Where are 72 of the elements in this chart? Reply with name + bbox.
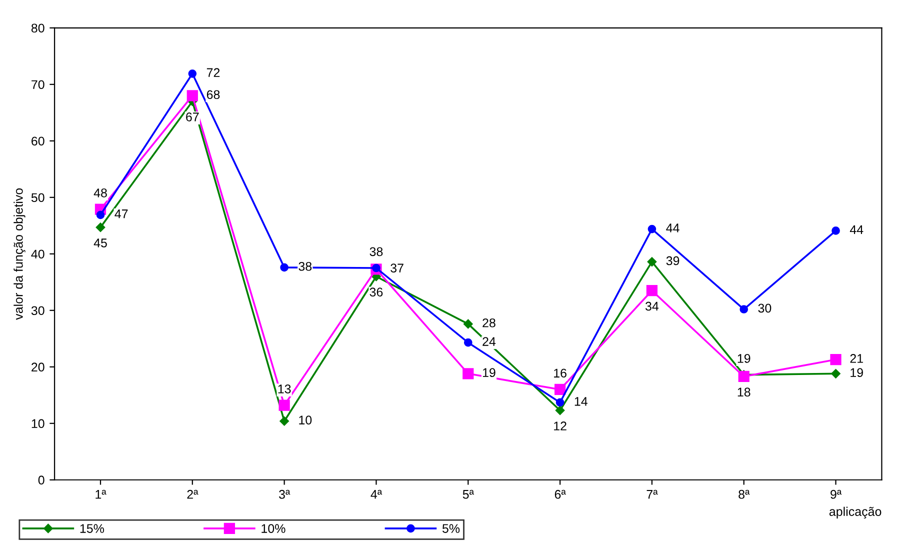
- y-tick-label: 30: [31, 306, 44, 316]
- point: [647, 257, 657, 266]
- point: [188, 69, 197, 78]
- point: [738, 370, 750, 382]
- data-label: 68: [206, 90, 220, 100]
- data-label: 37: [390, 264, 404, 272]
- legend-label: 15%: [80, 524, 104, 533]
- point: [831, 369, 840, 378]
- legend-label: 10%: [262, 524, 286, 533]
- y-tick-label: 50: [31, 193, 44, 202]
- x-tick-label: 3ª: [279, 490, 290, 499]
- point: [648, 224, 656, 234]
- point: [278, 400, 290, 411]
- point: [740, 305, 748, 314]
- y-tick-label: 40: [31, 250, 44, 259]
- data-label: 19: [850, 368, 863, 378]
- data-label: 19: [738, 354, 750, 363]
- data-label: 18: [738, 388, 750, 397]
- point: [464, 319, 473, 329]
- data-label: 36: [370, 288, 383, 297]
- data-label: 12: [554, 422, 566, 430]
- y-tick-label: 0: [38, 476, 44, 485]
- point: [554, 384, 566, 396]
- x-tick-label: 8ª: [738, 490, 750, 499]
- data-label: 38: [370, 247, 383, 256]
- point: [464, 338, 472, 347]
- point: [96, 222, 106, 232]
- data-label: 19: [482, 368, 496, 378]
- x-tick-label: 7ª: [646, 490, 658, 499]
- data-label: 45: [94, 238, 107, 248]
- data-label: 39: [666, 256, 680, 266]
- y-axis-title: valor da função objetivo: [14, 188, 26, 320]
- data-label: 72: [206, 68, 220, 77]
- data-label: 44: [666, 224, 680, 232]
- data-label: 34: [645, 302, 659, 311]
- x-tick-label: 9ª: [830, 490, 842, 499]
- x-axis-title: aplicação: [829, 506, 882, 519]
- x-tick-label: 6ª: [554, 490, 566, 499]
- point: [280, 416, 289, 426]
- legend-label: 5%: [442, 524, 460, 533]
- point: [646, 285, 658, 296]
- point: [556, 398, 564, 407]
- data-label: 10: [299, 416, 312, 424]
- point: [186, 90, 198, 102]
- data-label: 38: [298, 262, 312, 271]
- data-label: 67: [186, 112, 199, 122]
- point: [462, 368, 474, 380]
- y-tick-label: 10: [32, 419, 44, 428]
- data-label: 14: [574, 397, 588, 406]
- data-label: 44: [850, 225, 864, 234]
- y-tick-label: 60: [32, 136, 44, 146]
- data-label: 28: [482, 318, 496, 328]
- y-tick-label: 70: [32, 80, 44, 90]
- data-label: 24: [482, 337, 496, 346]
- y-tick-label: 80: [31, 24, 44, 33]
- data-label: 13: [278, 384, 291, 394]
- x-tick-label: 5ª: [462, 490, 474, 499]
- data-label: 16: [554, 368, 566, 378]
- x-tick-label: 2ª: [187, 490, 198, 499]
- data-label: 48: [94, 188, 107, 198]
- x-tick-label: 4ª: [370, 490, 382, 499]
- point: [372, 264, 380, 272]
- x-tick-label: 1ª: [96, 490, 106, 499]
- point: [555, 406, 565, 416]
- point: [832, 226, 840, 235]
- point: [96, 210, 105, 220]
- point: [280, 263, 288, 272]
- y-tick-label: 20: [32, 362, 44, 372]
- data-label: 21: [850, 354, 863, 363]
- data-label: 47: [114, 210, 128, 218]
- point: [830, 354, 842, 366]
- data-label: 30: [758, 304, 772, 313]
